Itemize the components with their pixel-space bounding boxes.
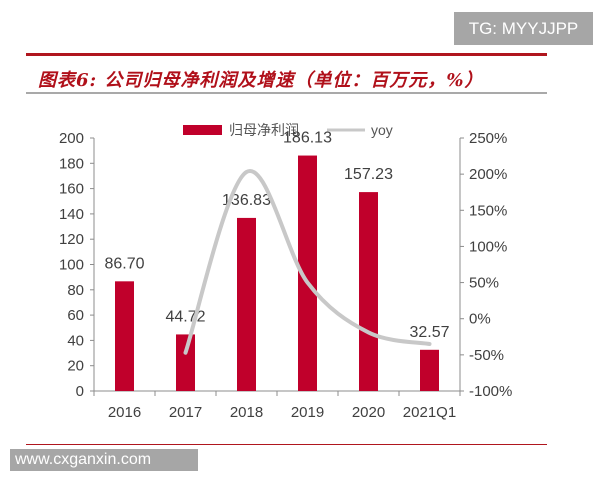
bottom-rule [26, 444, 547, 445]
bar-data-label: 44.72 [165, 308, 205, 325]
left-tick-label: 20 [67, 358, 84, 375]
left-tick-label: 60 [67, 307, 84, 324]
bar-2017 [176, 334, 195, 391]
right-tick-label: 200% [469, 166, 507, 183]
bar-data-label: 32.57 [409, 324, 449, 341]
legend-bar-swatch [183, 125, 222, 135]
legend-bar-label: 归母净利润 [229, 122, 299, 138]
x-tick-label: 2021Q1 [403, 404, 456, 421]
left-tick-label: 200 [59, 130, 84, 147]
left-tick-label: 140 [59, 206, 84, 223]
left-tick-label: 120 [59, 231, 84, 248]
title-bottom-rule [26, 92, 547, 94]
left-tick-label: 160 [59, 181, 84, 198]
x-tick-label: 2018 [230, 404, 263, 421]
right-tick-label: 250% [469, 130, 507, 147]
right-tick-label: 150% [469, 202, 507, 219]
bar-data-label: 186.13 [283, 130, 332, 147]
bar-data-label: 136.83 [222, 192, 271, 209]
right-tick-label: -100% [469, 383, 512, 400]
bar-2018 [237, 217, 256, 391]
watermark-top: TG: MYYJJPP [454, 12, 593, 45]
watermark-bottom: www.cxganxin.com [10, 449, 198, 471]
left-tick-label: 0 [76, 383, 84, 400]
bar-2019 [298, 155, 317, 391]
yoy-line [183, 169, 432, 355]
bar-data-label: 157.23 [344, 166, 393, 183]
bar-2016 [115, 281, 134, 391]
left-tick-label: 180 [59, 155, 84, 172]
x-tick-label: 2017 [169, 404, 202, 421]
right-tick-label: 50% [469, 275, 499, 292]
right-tick-label: 100% [469, 238, 507, 255]
right-tick-label: -50% [469, 347, 504, 364]
title-top-rule [26, 53, 547, 56]
left-tick-label: 40 [67, 332, 84, 349]
chart-title: 图表6: 公司归母净利润及增速（单位：百万元，%） [38, 70, 484, 91]
legend-line-label: yoy [371, 122, 393, 138]
x-tick-label: 2020 [352, 404, 385, 421]
bar-2021Q1 [420, 349, 439, 391]
x-tick-label: 2019 [291, 404, 324, 421]
bar-2020 [359, 192, 378, 391]
right-tick-label: 0% [469, 311, 491, 328]
left-tick-label: 80 [67, 282, 84, 299]
x-tick-label: 2016 [108, 404, 141, 421]
left-tick-label: 100 [59, 257, 84, 274]
bar-data-label: 86.70 [104, 255, 144, 272]
